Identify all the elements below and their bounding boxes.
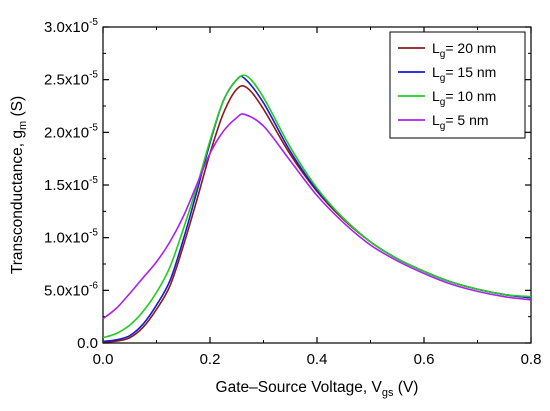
y-tick-mantissa: 0.0 — [77, 335, 98, 352]
x-tick-label: 0.4 — [307, 351, 328, 368]
y-tick-label: 0.0 — [77, 335, 98, 352]
y-tick-exponent: -6 — [89, 280, 98, 291]
y-tick-exponent: -5 — [89, 70, 98, 81]
legend-label-0: Lg= 20 nm — [432, 40, 496, 60]
y-tick-label: 2.0x10-5 — [44, 122, 98, 141]
y-tick-exponent: -5 — [89, 228, 98, 239]
y-tick-mantissa: 1.5x10 — [44, 177, 89, 194]
x-tick-label: 0.8 — [521, 351, 542, 368]
y-tick-mantissa: 5.0x10 — [44, 282, 89, 299]
y-tick-label: 2.5x10-5 — [44, 70, 98, 89]
legend-label-2: Lg= 10 nm — [432, 88, 496, 108]
y-tick-mantissa: 1.0x10 — [44, 230, 89, 247]
series-line-2 — [102, 74, 532, 339]
y-tick-exponent: -5 — [89, 17, 98, 28]
y-tick-exponent: -5 — [89, 175, 98, 186]
y-tick-mantissa: 2.0x10 — [44, 124, 89, 141]
legend-label-1: Lg= 15 nm — [432, 64, 496, 84]
series-lines — [102, 74, 532, 343]
y-axis-title: Transconductance, gm (S) — [9, 96, 29, 274]
x-axis-title: Gate–Source Voltage, Vgs (V) — [216, 379, 419, 399]
x-tick-label: 0.0 — [93, 351, 114, 368]
y-tick-label: 1.5x10-5 — [44, 175, 98, 194]
y-tick-mantissa: 3.0x10 — [44, 19, 89, 36]
y-tick-mantissa: 2.5x10 — [44, 72, 89, 89]
x-tick-label: 0.2 — [200, 351, 221, 368]
y-tick-label: 5.0x10-6 — [44, 280, 98, 299]
axes: 0.0 0.2 0.4 0.6 0.80.05.0x10-61.0x10-51.5x10… — [9, 17, 541, 399]
y-tick-label: 1.0x10-5 — [44, 228, 98, 247]
legend: Lg= 20 nm Lg= 15 nm Lg= 10 nm Lg= 5 nm — [389, 31, 526, 139]
legend-label-3: Lg= 5 nm — [432, 112, 489, 132]
y-tick-exponent: -5 — [89, 122, 98, 133]
y-tick-label: 3.0x10-5 — [44, 17, 98, 36]
series-line-3 — [102, 113, 532, 320]
x-tick-label: 0.6 — [414, 351, 435, 368]
